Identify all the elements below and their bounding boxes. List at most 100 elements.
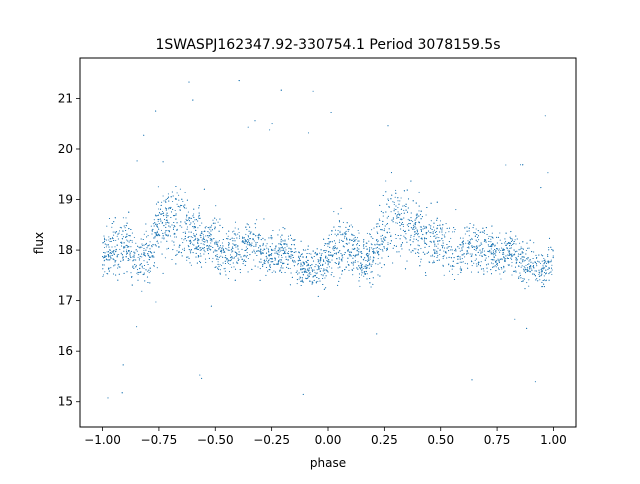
data-point [151,233,153,235]
data-point [358,265,360,267]
data-point [248,239,250,241]
data-point [306,269,308,271]
data-point [209,239,211,241]
data-point [358,276,361,279]
data-point [192,243,194,245]
data-point [488,256,490,258]
data-point [405,205,407,208]
data-point [420,230,423,232]
data-point [122,230,124,233]
data-point [437,224,439,227]
data-point [151,229,153,231]
data-point [393,210,395,212]
data-point [475,239,477,241]
data-point [131,232,133,234]
data-point [437,255,439,257]
data-point [220,252,223,254]
data-point [179,209,181,211]
data-point [164,232,166,234]
data-point [526,242,528,244]
data-point [190,231,192,233]
data-point [193,234,195,236]
data-point [181,198,183,200]
data-point [321,252,323,255]
data-point [548,267,550,269]
data-point [330,111,332,114]
data-point [438,237,440,239]
data-point [303,263,305,265]
data-point [254,227,257,229]
data-point [294,260,296,262]
data-point [201,231,203,233]
data-point [456,262,458,264]
data-point [412,228,414,230]
data-point [511,265,513,267]
data-point [236,254,238,256]
data-point [290,254,292,256]
data-point [379,244,381,246]
data-point [316,269,318,271]
data-point [543,257,545,260]
data-point [470,271,473,273]
data-point [311,264,313,266]
data-point [502,249,504,251]
data-point [114,217,116,219]
data-point [199,217,201,219]
data-point [363,241,365,243]
data-point [471,253,473,255]
data-point [280,261,282,263]
data-point [493,266,495,268]
data-point [430,232,432,234]
data-point [124,227,126,229]
data-point [341,255,343,257]
data-point [361,269,363,271]
data-point [291,276,293,278]
data-point [390,240,392,242]
data-point [334,245,336,247]
data-point [418,236,420,238]
data-point [110,252,112,254]
data-point [352,264,354,266]
data-point [469,253,471,255]
data-point [224,260,226,262]
data-point [219,245,222,247]
data-point [168,231,171,233]
data-point [108,259,110,261]
data-point [172,215,175,217]
data-point [545,272,547,274]
data-point [222,245,224,247]
data-point [422,251,424,253]
data-point [128,246,130,248]
data-point [424,238,426,240]
data-point [103,237,106,239]
data-point [449,265,452,267]
data-point [430,255,432,257]
data-point [429,240,431,242]
data-point [330,251,332,253]
data-point [224,257,226,259]
data-point [106,259,108,261]
data-point [300,254,302,256]
data-point [253,233,255,235]
data-point [358,273,361,275]
data-point [282,248,284,250]
data-point [526,327,528,329]
data-point [233,230,235,232]
data-point [247,236,250,238]
data-point [385,180,387,182]
data-point [173,225,176,227]
data-point [538,261,540,263]
data-point [353,248,355,250]
data-point [424,242,426,244]
data-point [275,251,277,253]
data-point [129,235,131,237]
data-point [380,210,382,212]
data-point [547,268,549,270]
data-point [214,222,216,224]
data-point [117,233,119,235]
data-point [526,247,529,249]
data-point [184,231,186,233]
data-point [112,258,114,260]
data-point [222,262,224,264]
data-point [371,247,373,249]
